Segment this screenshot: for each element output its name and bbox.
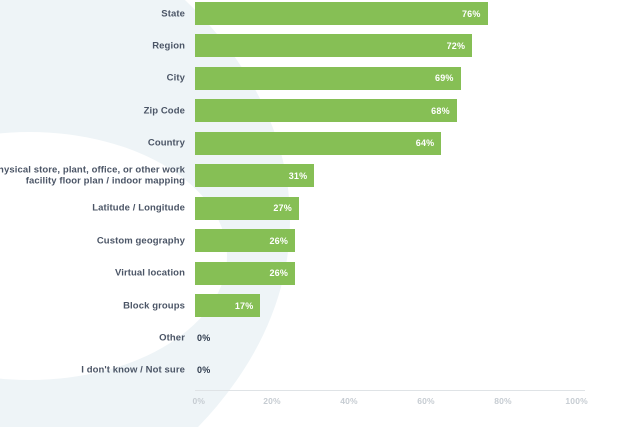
x-axis-tick-label: 80% [494, 396, 512, 406]
chart-row: Country 64% [0, 131, 640, 155]
bar[interactable]: 17% [195, 294, 261, 318]
bar-value-label: 27% [273, 203, 292, 214]
category-label: Custom geography [96, 234, 185, 246]
bar-track: 0% [195, 327, 580, 350]
category-label: Other [159, 332, 185, 344]
bar[interactable]: 31% [195, 164, 315, 188]
bar[interactable]: 68% [195, 99, 457, 123]
chart-row: Custom geography 26% [0, 229, 640, 253]
bar-track: 69% [195, 66, 580, 90]
chart-row: Zip Code 68% [0, 99, 640, 123]
category-label: Country [147, 137, 185, 149]
bar[interactable]: 69% [195, 66, 461, 90]
chart-row: Block groups 17% [0, 294, 640, 318]
bar[interactable]: 72% [195, 34, 473, 58]
bar-value-label: 68% [431, 105, 450, 116]
x-axis-tick-label: 60% [417, 396, 435, 406]
bar-value-label: 0% [197, 333, 211, 343]
bar-value-label: 17% [234, 300, 254, 311]
bar-track: 72% [195, 34, 580, 58]
x-axis-line [195, 390, 585, 391]
category-label: I don't know / Not sure [81, 364, 185, 376]
chart-row: Physical store, plant, office, or other … [0, 164, 640, 188]
bar-value-label: 26% [269, 268, 289, 279]
chart-row: Virtual location 26% [0, 261, 640, 285]
chart-row: Other 0% [0, 327, 640, 350]
bar-value-label: 76% [461, 8, 481, 19]
category-label: State [161, 7, 185, 19]
category-label: Block groups [123, 299, 185, 311]
category-label: Physical store, plant, office, or other … [0, 164, 185, 187]
category-label: Virtual location [114, 267, 185, 279]
chart-row: City 69% [0, 66, 640, 90]
bar-track: 27% [195, 196, 580, 220]
x-axis-tick-label: 40% [340, 396, 358, 406]
bar-track: 31% [195, 164, 580, 188]
bar[interactable]: 76% [195, 2, 488, 25]
bar-value-label: 31% [288, 170, 308, 181]
bar-value-label: 72% [446, 40, 466, 51]
chart-row: I don't know / Not sure 0% [0, 359, 640, 382]
bar-track: 0% [195, 359, 580, 382]
bar[interactable]: 27% [195, 196, 299, 220]
x-axis-tick-label: 0% [192, 396, 206, 406]
bar[interactable]: 64% [195, 131, 442, 155]
bar-track: 68% [195, 99, 580, 123]
bar-value-label: 0% [197, 365, 211, 376]
chart-row: Latitude / Longitude 27% [0, 196, 640, 220]
bar-track: 64% [195, 131, 580, 155]
bar[interactable]: 26% [195, 261, 296, 285]
category-label: City [166, 72, 185, 84]
chart-row: State 76% [0, 2, 640, 25]
bar-value-label: 26% [269, 235, 289, 246]
x-axis-tick-label: 20% [263, 396, 281, 406]
bar-track: 26% [195, 229, 580, 253]
x-axis-tick-label: 100% [565, 396, 588, 406]
category-label: Region [152, 40, 185, 52]
bar-track: 26% [195, 261, 580, 285]
bar-track: 17% [195, 294, 580, 318]
bar-value-label: 64% [415, 138, 435, 149]
bar-value-label: 69% [435, 73, 454, 84]
category-label: Zip Code [143, 105, 185, 117]
bar[interactable]: 26% [195, 229, 296, 253]
chart-row: Region 72% [0, 34, 640, 58]
category-label: Latitude / Longitude [92, 202, 185, 214]
bar-track: 76% [195, 2, 580, 25]
